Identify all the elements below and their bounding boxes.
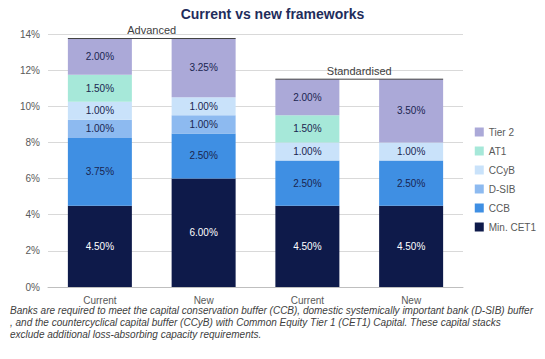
- svg-text:D-SIB: D-SIB: [489, 184, 516, 195]
- svg-text:AT1: AT1: [489, 146, 507, 157]
- svg-text:Current: Current: [291, 295, 325, 306]
- svg-text:3.50%: 3.50%: [397, 105, 425, 116]
- svg-text:exclude additional loss-absorb: exclude additional loss-absorbing capaci…: [10, 329, 261, 340]
- svg-text:12%: 12%: [20, 65, 40, 76]
- svg-text:2.00%: 2.00%: [86, 51, 114, 62]
- svg-text:0%: 0%: [26, 282, 41, 293]
- svg-text:4.50%: 4.50%: [86, 241, 114, 252]
- svg-text:1.50%: 1.50%: [293, 123, 321, 134]
- svg-text:1.00%: 1.00%: [293, 146, 321, 157]
- svg-text:Tier 2: Tier 2: [489, 127, 515, 138]
- svg-text:6.00%: 6.00%: [189, 227, 217, 238]
- svg-text:2.00%: 2.00%: [293, 92, 321, 103]
- svg-text:Min. CET1: Min. CET1: [489, 222, 537, 233]
- svg-text:3.75%: 3.75%: [86, 166, 114, 177]
- svg-text:Advanced: Advanced: [127, 24, 176, 36]
- svg-text:6%: 6%: [26, 173, 41, 184]
- svg-text:Standardised: Standardised: [327, 65, 392, 77]
- svg-text:3.25%: 3.25%: [189, 62, 217, 73]
- svg-text:CCB: CCB: [489, 203, 510, 214]
- svg-text:1.00%: 1.00%: [189, 101, 217, 112]
- svg-text:1.00%: 1.00%: [189, 119, 217, 130]
- svg-text:14%: 14%: [20, 29, 40, 40]
- svg-text:4.50%: 4.50%: [397, 241, 425, 252]
- svg-text:1.00%: 1.00%: [397, 146, 425, 157]
- svg-text:Current: Current: [83, 295, 117, 306]
- svg-text:2.50%: 2.50%: [293, 178, 321, 189]
- svg-text:2.50%: 2.50%: [397, 178, 425, 189]
- svg-text:1.00%: 1.00%: [86, 105, 114, 116]
- svg-text:2%: 2%: [26, 245, 41, 256]
- svg-text:Banks are required to meet the: Banks are required to meet the capital c…: [10, 305, 534, 316]
- svg-text:New: New: [401, 295, 422, 306]
- svg-text:1.50%: 1.50%: [86, 83, 114, 94]
- svg-text:2.50%: 2.50%: [189, 150, 217, 161]
- svg-text:8%: 8%: [26, 137, 41, 148]
- svg-text:New: New: [194, 295, 215, 306]
- svg-text:4%: 4%: [26, 209, 41, 220]
- svg-text:4.50%: 4.50%: [293, 241, 321, 252]
- svg-text:, and the countercyclical capi: , and the countercyclical capital buffer…: [10, 317, 503, 328]
- svg-text:CCyB: CCyB: [489, 165, 515, 176]
- svg-text:10%: 10%: [20, 101, 40, 112]
- svg-text:1.00%: 1.00%: [86, 123, 114, 134]
- svg-text:Current vs new frameworks: Current vs new frameworks: [181, 6, 365, 22]
